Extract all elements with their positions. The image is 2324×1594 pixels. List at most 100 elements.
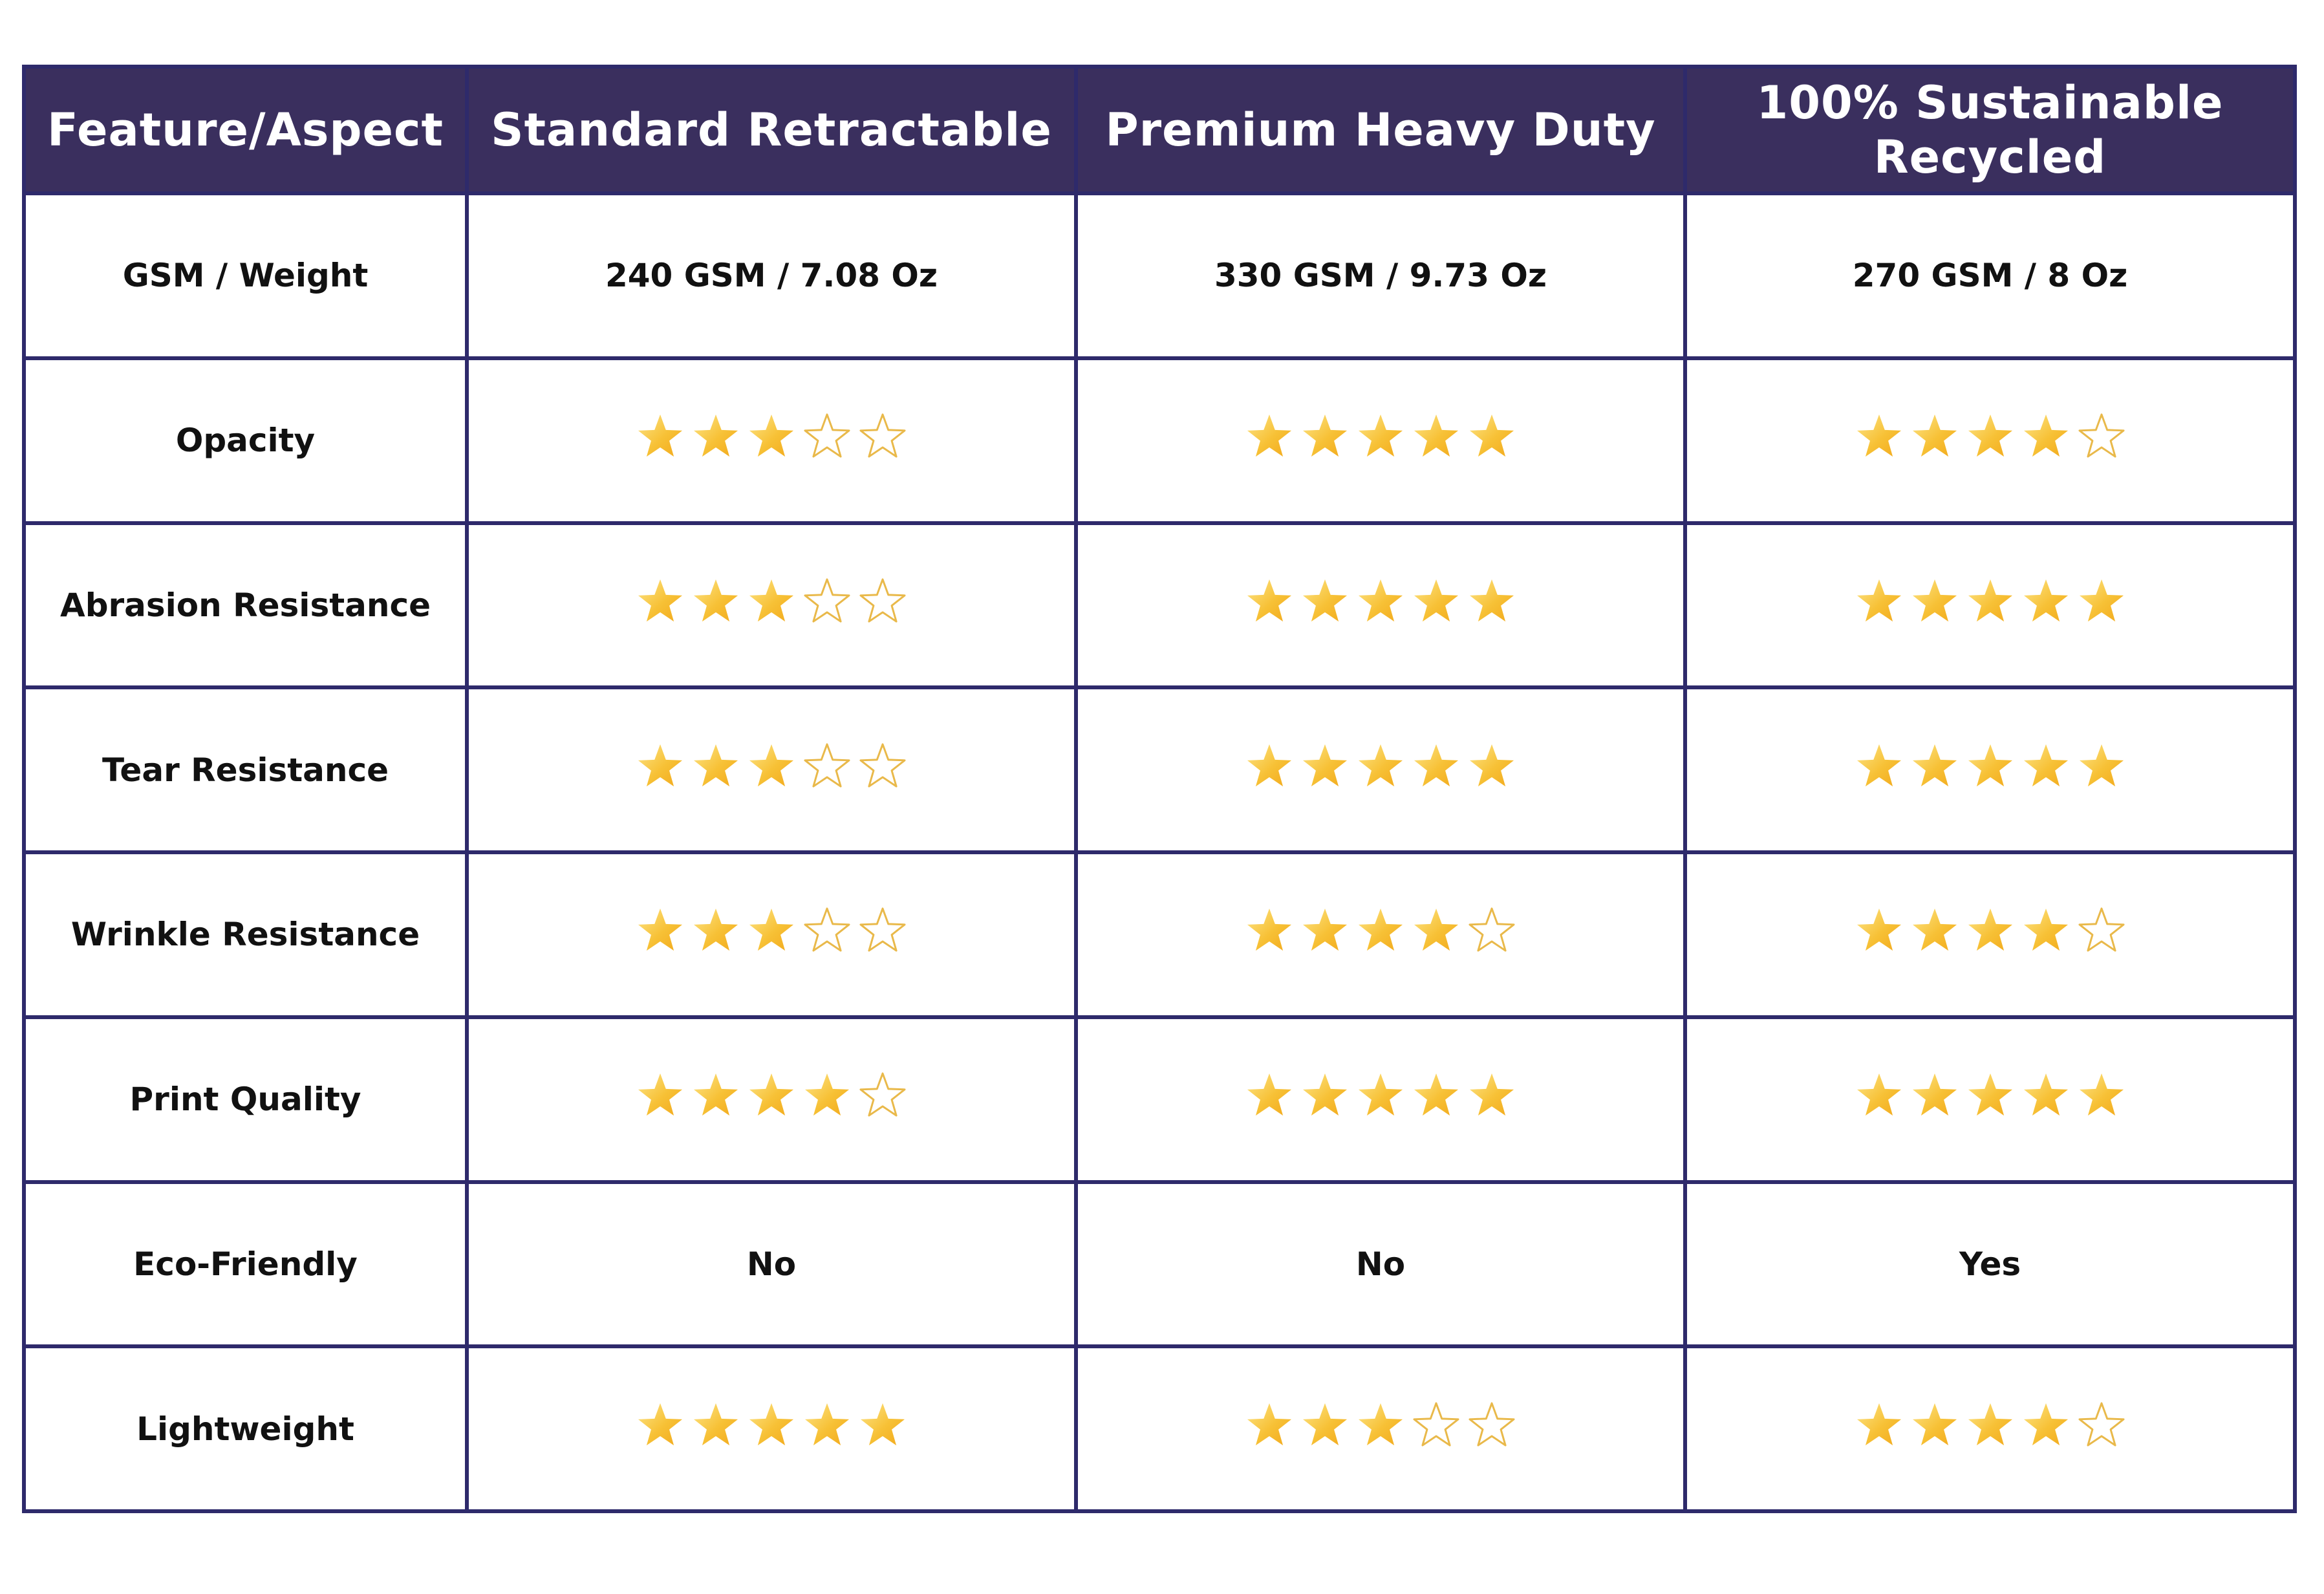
star-filled-icon [1358,1073,1403,1116]
star-filled-icon [749,1073,794,1116]
rating-cell [1683,521,2297,690]
star-filled-icon [693,1073,738,1116]
star-rating [1245,1401,1516,1449]
star-filled-icon [804,1403,850,1445]
rating-cell [1074,850,1687,1019]
star-filled-icon [1247,415,1292,457]
table-row: GSM / Weight 240 GSM / 7.08 Oz 330 GSM / 9… [22,191,2297,360]
star-empty-icon [859,743,906,788]
rating-cell [1074,356,1687,525]
star-filled-icon [1469,579,1514,621]
star-filled-icon [1302,1073,1348,1116]
star-filled-icon [1247,744,1292,786]
star-filled-icon [693,415,738,457]
rating-cell [1074,1015,1687,1184]
star-rating [636,742,907,790]
star-filled-icon [1912,909,1957,951]
rating-cell [465,521,1078,690]
star-filled-icon [1302,415,1348,457]
star-filled-icon [693,579,738,621]
star-filled-icon [1968,1073,2012,1116]
star-filled-icon [1968,909,2012,951]
rating-cell [1074,685,1687,854]
star-filled-icon [1414,909,1459,951]
feature-label-print-quality: Print Quality [22,1015,469,1184]
star-filled-icon [1414,1073,1459,1116]
star-filled-icon [860,1403,905,1445]
table-row: Print Quality [22,1015,2297,1184]
star-filled-icon [1414,415,1459,457]
star-filled-icon [1414,744,1459,786]
star-filled-icon [2079,1073,2124,1116]
header-premium-heavy-duty: Premium Heavy Duty [1074,65,1687,193]
star-rating [636,413,907,460]
rating-cell [1683,1015,2297,1184]
star-filled-icon [1469,744,1514,786]
star-empty-icon [1469,1402,1515,1447]
header-standard-retractable: Standard Retractable [465,65,1078,193]
star-filled-icon [1358,744,1403,786]
star-empty-icon [859,413,906,458]
star-rating [1245,907,1516,954]
star-filled-icon [1302,579,1348,621]
feature-label-abrasion-resistance: Abrasion Resistance [22,521,469,690]
value-cell: Yes [1683,1179,2297,1349]
star-rating [636,1072,907,1119]
table-row: Wrinkle Resistance [22,850,2297,1019]
star-filled-icon [693,744,738,786]
value-cell: No [1074,1179,1687,1349]
star-filled-icon [1912,1073,1957,1116]
star-filled-icon [749,1403,794,1445]
star-filled-icon [1247,579,1292,621]
feature-label-tear-resistance: Tear Resistance [22,685,469,854]
star-empty-icon [804,743,850,788]
value-cell: No [465,1179,1078,1349]
star-filled-icon [1856,579,1901,621]
star-filled-icon [1358,415,1403,457]
feature-label-wrinkle-resistance: Wrinkle Resistance [22,850,469,1019]
star-filled-icon [1469,1073,1514,1116]
star-filled-icon [749,415,794,457]
star-rating [1855,1401,2125,1449]
rating-cell [1074,1344,1687,1513]
star-filled-icon [1856,1073,1901,1116]
star-filled-icon [1358,579,1403,621]
star-filled-icon [1302,909,1348,951]
star-empty-icon [1469,907,1515,952]
star-filled-icon [804,1073,850,1116]
table-row: Lightweight [22,1344,2297,1513]
star-rating [636,907,907,954]
star-filled-icon [1414,579,1459,621]
star-filled-icon [1302,744,1348,786]
table-body: GSM / Weight 240 GSM / 7.08 Oz 330 GSM / 9… [22,191,2297,1513]
star-filled-icon [1968,579,2012,621]
star-empty-icon [2078,1402,2125,1447]
star-rating [636,577,907,625]
star-rating [1855,1072,2125,1119]
rating-cell [1074,521,1687,690]
star-rating [1855,907,2125,954]
star-filled-icon [1856,744,1901,786]
star-filled-icon [638,909,683,951]
star-filled-icon [638,1403,683,1445]
star-rating [1245,1072,1516,1119]
star-filled-icon [1912,415,1957,457]
star-filled-icon [749,909,794,951]
star-rating [636,1401,907,1449]
star-filled-icon [2023,1073,2068,1116]
star-rating [1855,577,2125,625]
star-filled-icon [2023,415,2068,457]
star-filled-icon [1968,744,2012,786]
star-filled-icon [1247,909,1292,951]
star-rating [1245,742,1516,790]
star-filled-icon [2023,909,2068,951]
table-row: Abrasion Resistance [22,521,2297,690]
value-cell: 330 GSM / 9.73 Oz [1074,191,1687,360]
rating-cell [465,1344,1078,1513]
rating-cell [1683,1344,2297,1513]
star-empty-icon [859,907,906,952]
star-empty-icon [859,578,906,623]
table-row: Eco-Friendly No No Yes [22,1179,2297,1349]
star-filled-icon [1968,415,2012,457]
rating-cell [1683,685,2297,854]
